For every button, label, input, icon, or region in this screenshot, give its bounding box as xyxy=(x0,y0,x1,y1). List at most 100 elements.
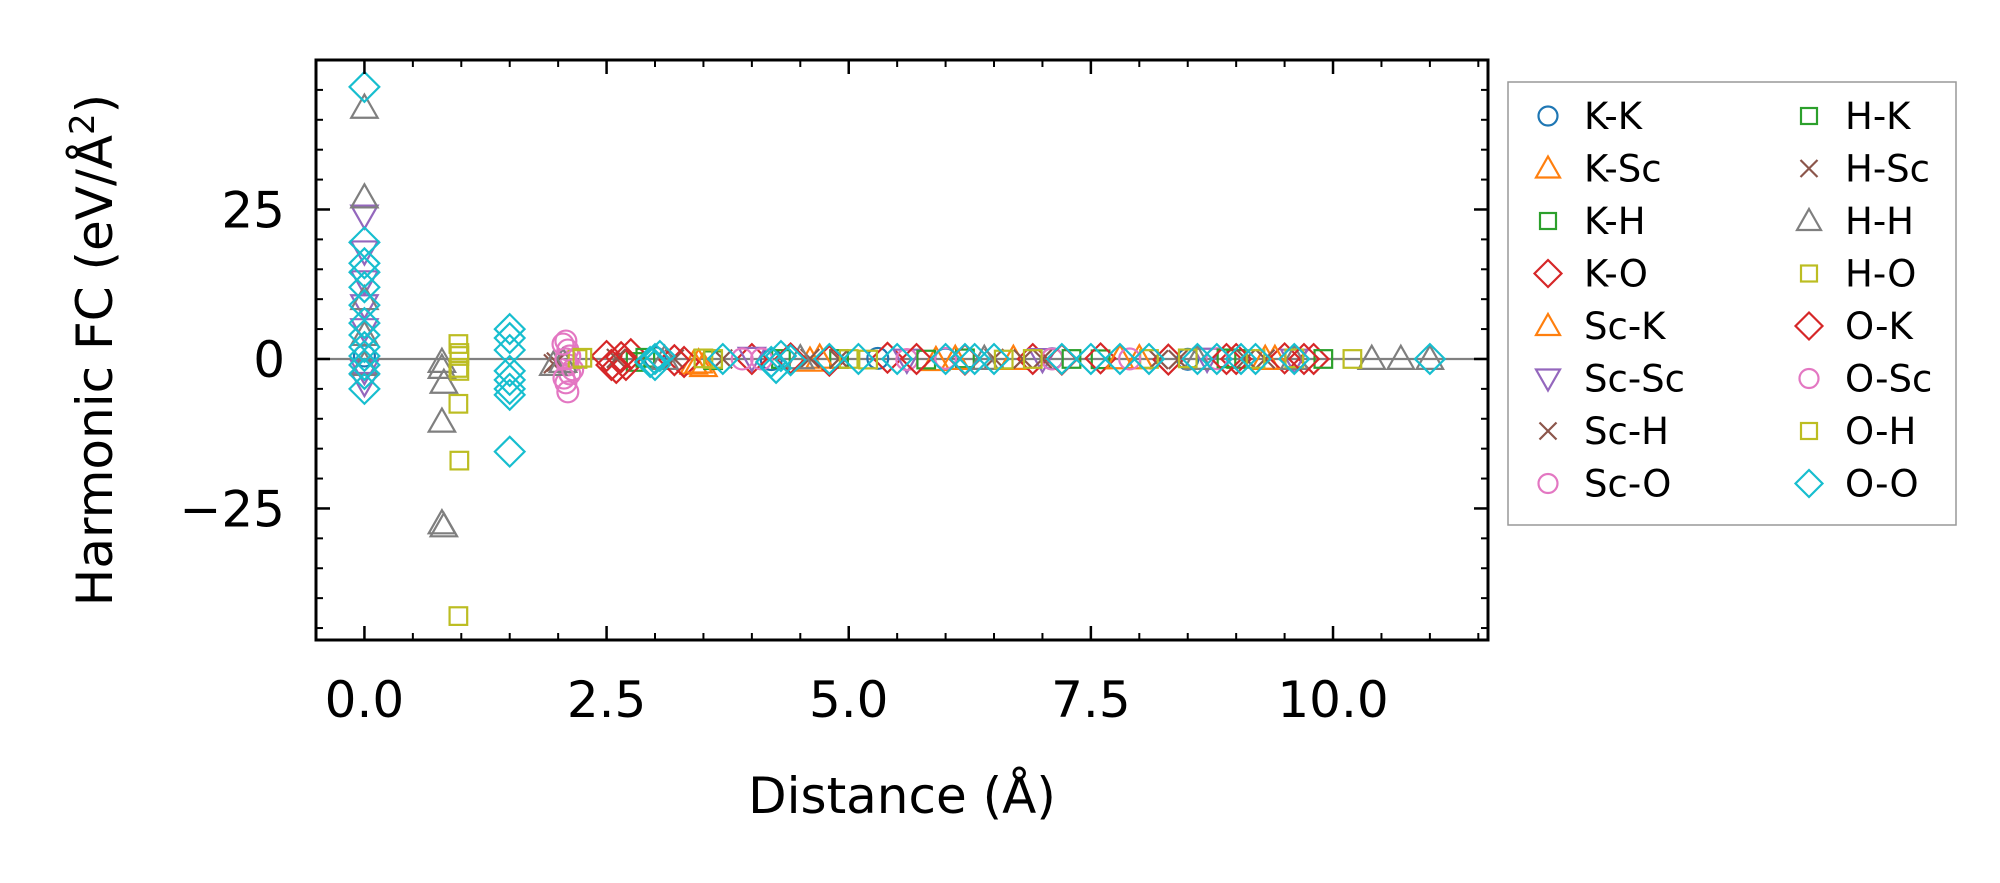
legend-label: H-H xyxy=(1845,200,1914,243)
data-point xyxy=(638,348,672,382)
legend-marker xyxy=(1799,264,1819,283)
data-point xyxy=(1132,342,1166,376)
legend-item-sc-o: Sc-O xyxy=(1537,463,1671,506)
legend-item-o-h: O-H xyxy=(1799,410,1916,453)
legend-item-h-o: H-O xyxy=(1799,253,1916,296)
data-point xyxy=(730,347,754,371)
data-point xyxy=(1385,343,1416,370)
legend: K-K K-Sc K-H K-O Sc-K Sc-Sc Sc-H Sc-O H-K H-Sc H-H… xyxy=(1507,81,1957,526)
legend-label: K-K xyxy=(1584,95,1644,138)
axes-frame xyxy=(314,58,1490,642)
data-point xyxy=(1413,342,1447,376)
legend-label: O-Sc xyxy=(1845,358,1932,401)
x-tick-label: 7.5 xyxy=(1051,671,1131,729)
data-point xyxy=(448,358,469,378)
y-axis-label-close: ) xyxy=(66,94,124,114)
legend-item-sc-k: Sc-K xyxy=(1534,305,1667,348)
data-point xyxy=(1103,342,1137,376)
legend-label: Sc-H xyxy=(1584,410,1669,453)
data-point xyxy=(1279,343,1310,370)
data-point xyxy=(1210,342,1243,376)
data-point xyxy=(1287,342,1321,376)
data-point xyxy=(706,342,740,376)
data-point xyxy=(493,354,527,388)
data-point xyxy=(348,255,381,289)
data-point xyxy=(448,606,469,626)
legend-marker xyxy=(1799,421,1819,441)
legend-item-o-k: O-K xyxy=(1793,305,1915,348)
y-tick-label: 25 xyxy=(221,181,285,239)
legend-frame xyxy=(1507,81,1957,526)
legend-label: K-O xyxy=(1584,253,1648,296)
data-point xyxy=(493,363,527,397)
data-point xyxy=(428,367,459,394)
data-point xyxy=(657,343,691,377)
data-point xyxy=(1216,348,1237,369)
legend-item-h-k: H-K xyxy=(1799,95,1912,138)
data-point xyxy=(348,306,381,340)
data-point xyxy=(842,342,875,376)
legend-item-h-sc: H-Sc xyxy=(1799,148,1930,191)
legend-label: Sc-Sc xyxy=(1584,358,1685,401)
series-o-h xyxy=(448,343,1266,378)
data-point xyxy=(1090,349,1111,370)
data-point xyxy=(348,246,381,280)
data-point xyxy=(590,339,623,373)
legend-marker xyxy=(1538,421,1558,441)
legend-item-h-h: H-H xyxy=(1795,200,1914,243)
data-point xyxy=(348,339,381,373)
data-point xyxy=(1177,348,1198,369)
data-point xyxy=(1342,349,1363,369)
legend-label: K-Sc xyxy=(1584,148,1662,191)
legend-item-o-o: O-O xyxy=(1793,463,1919,506)
legend-item-sc-sc: Sc-Sc xyxy=(1534,358,1685,401)
data-point xyxy=(348,357,381,391)
plot-area xyxy=(314,58,1490,642)
y-axis-label: Harmonic FC (eV/Å2) xyxy=(63,94,124,606)
data-point xyxy=(638,342,672,376)
legend-label: Sc-K xyxy=(1584,305,1667,348)
data-point xyxy=(552,366,576,390)
y-axis-label-superscript: 2 xyxy=(63,113,103,135)
legend-item-k-k: K-K xyxy=(1537,95,1644,138)
data-point xyxy=(643,339,677,373)
data-point xyxy=(774,341,808,375)
legend-marker xyxy=(1799,159,1819,178)
data-point xyxy=(493,372,527,406)
legend-label: H-Sc xyxy=(1845,148,1930,191)
legend-label: O-K xyxy=(1845,305,1915,348)
data-point xyxy=(348,70,381,104)
legend-marker xyxy=(1532,258,1564,289)
data-point xyxy=(1061,349,1082,369)
data-point xyxy=(493,312,527,346)
y-tick-label: 0 xyxy=(253,331,285,389)
data-point xyxy=(1022,349,1043,369)
data-point xyxy=(1045,342,1079,376)
legend-item-sc-h: Sc-H xyxy=(1538,410,1669,453)
series-o-o xyxy=(348,70,1447,469)
data-point xyxy=(572,347,593,368)
legend-marker xyxy=(1534,154,1562,179)
legend-label: Sc-O xyxy=(1584,463,1671,506)
data-markers xyxy=(348,70,1447,626)
data-point xyxy=(1200,342,1234,376)
x-tick-label: 5.0 xyxy=(809,671,889,729)
data-point xyxy=(1356,343,1387,370)
data-point xyxy=(774,343,808,377)
legend-marker xyxy=(1799,106,1819,126)
data-point xyxy=(556,380,580,404)
data-point xyxy=(993,349,1014,370)
data-point xyxy=(812,342,846,376)
legend-marker xyxy=(1537,472,1559,495)
data-point xyxy=(1074,342,1108,376)
data-point xyxy=(1284,348,1305,369)
data-point xyxy=(551,332,575,356)
x-tick-label: 2.5 xyxy=(567,671,647,729)
data-point xyxy=(1224,342,1258,376)
x-tick-labels: 0.0 2.5 5.0 7.5 10.0 xyxy=(325,671,1389,729)
data-point xyxy=(349,92,380,119)
data-point xyxy=(493,435,527,469)
data-point xyxy=(764,339,798,373)
data-point xyxy=(426,406,458,433)
x-tick-label: 10.0 xyxy=(1277,671,1388,729)
